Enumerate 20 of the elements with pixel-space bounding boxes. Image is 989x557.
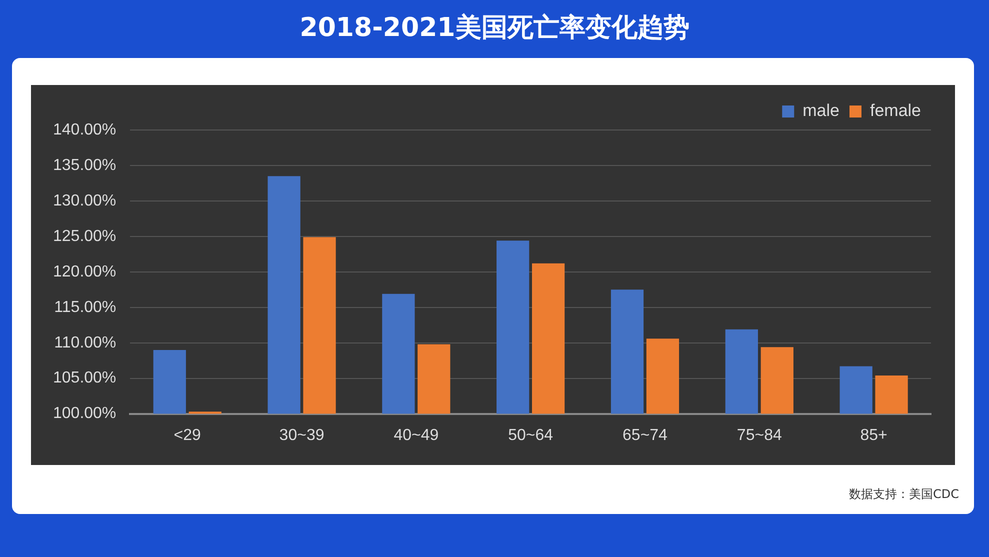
x-tick-label: 85+ xyxy=(860,426,888,444)
x-tick-label: 75~84 xyxy=(736,426,782,444)
y-tick-label: 135.00% xyxy=(52,156,116,174)
x-tick-label: 30~39 xyxy=(279,426,324,444)
x-tick-label: 50~64 xyxy=(508,426,554,444)
y-tick-label: 110.00% xyxy=(54,334,116,352)
y-tick-label: 105.00% xyxy=(52,370,116,387)
x-tick-label: 40~49 xyxy=(394,426,439,444)
y-tick-label: 100.00% xyxy=(52,405,116,422)
text: 数据支持：美国CDC xyxy=(849,486,959,503)
x-tick-label: 65~74 xyxy=(622,426,668,444)
chart-title: 2018-2021美国死亡率变化趋势 xyxy=(298,12,690,45)
y-tick-label: 115.00% xyxy=(54,298,116,316)
y-tick-label: 125.00% xyxy=(52,228,116,245)
y-tick-label: 120.00% xyxy=(52,263,116,280)
y-tick-label: 140.00% xyxy=(52,121,116,138)
y-tick-label: 130.00% xyxy=(52,192,116,210)
legend-label: female xyxy=(870,101,922,120)
legend-label: male xyxy=(802,101,840,120)
x-tick-label: <29 xyxy=(174,426,202,444)
